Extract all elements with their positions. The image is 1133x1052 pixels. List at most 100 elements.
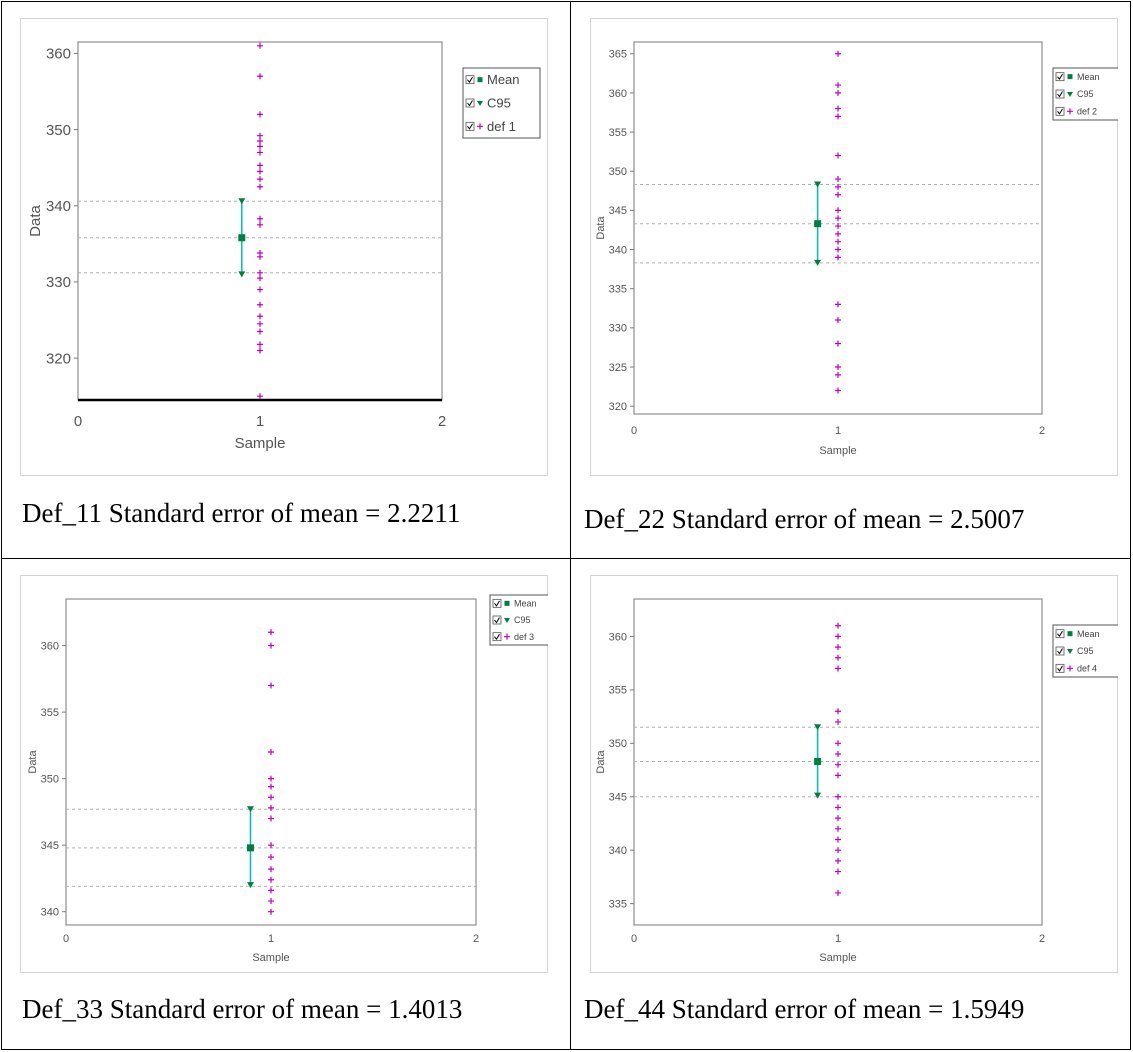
data-point bbox=[835, 230, 841, 237]
data-point bbox=[257, 176, 263, 183]
legend-label: C95 bbox=[1077, 646, 1094, 656]
x-tick-label: 1 bbox=[256, 413, 264, 430]
legend-checkmark-icon bbox=[494, 600, 500, 607]
data-point bbox=[257, 132, 263, 139]
data-point bbox=[268, 815, 274, 822]
data-point bbox=[268, 749, 274, 756]
y-tick-label: 340 bbox=[46, 198, 71, 215]
data-point bbox=[257, 183, 263, 190]
data-point bbox=[257, 275, 263, 282]
mean-marker bbox=[247, 844, 254, 852]
data-point bbox=[268, 876, 274, 883]
x-tick-label: 2 bbox=[1039, 933, 1045, 945]
data-point bbox=[268, 908, 274, 915]
legend-label: Mean bbox=[1077, 629, 1100, 639]
caption-def-11: Def_11 Standard error of mean = 2.2211 bbox=[22, 498, 461, 528]
legend-checkmark-icon bbox=[494, 617, 500, 624]
ci95-upper-marker bbox=[238, 198, 246, 205]
data-point bbox=[257, 313, 263, 320]
y-tick-label: 345 bbox=[609, 792, 627, 804]
y-tick-label: 355 bbox=[41, 707, 59, 719]
y-tick-label: 355 bbox=[609, 127, 627, 139]
data-point bbox=[835, 223, 841, 230]
y-tick-label: 325 bbox=[609, 362, 627, 374]
data-point bbox=[835, 113, 841, 120]
data-point bbox=[268, 682, 274, 689]
data-point bbox=[257, 269, 263, 276]
legend-checkmark-icon bbox=[467, 100, 473, 107]
data-point bbox=[268, 783, 274, 790]
data-point bbox=[268, 842, 274, 849]
y-tick-label: 355 bbox=[609, 685, 627, 697]
y-tick-label: 350 bbox=[46, 122, 71, 139]
data-point bbox=[257, 149, 263, 156]
data-point bbox=[835, 815, 841, 822]
legend-mean-swatch bbox=[1067, 74, 1073, 80]
data-point bbox=[257, 162, 263, 169]
y-axis-label: Data bbox=[27, 750, 39, 774]
data-point bbox=[257, 215, 263, 222]
ci95-lower-marker bbox=[247, 882, 254, 889]
legend-checkbox-icon bbox=[492, 632, 502, 642]
data-point bbox=[257, 249, 263, 256]
legend-box bbox=[462, 67, 541, 139]
y-tick-label: 320 bbox=[609, 401, 627, 413]
data-point bbox=[835, 176, 841, 183]
data-point bbox=[257, 143, 263, 150]
legend-points-swatch bbox=[1067, 665, 1073, 672]
legend-points-swatch bbox=[1067, 108, 1073, 115]
ci95-upper-marker bbox=[814, 181, 822, 188]
table-vertical-divider bbox=[570, 2, 571, 1049]
data-point bbox=[835, 89, 841, 96]
legend-points-swatch bbox=[504, 633, 510, 640]
y-tick-label: 345 bbox=[609, 205, 627, 217]
legend-checkmark-icon bbox=[1057, 648, 1063, 655]
y-axis-label: Data bbox=[595, 216, 607, 240]
data-point bbox=[835, 364, 841, 371]
legend-checkmark-icon bbox=[1057, 91, 1063, 98]
legend-checkmark-icon bbox=[494, 633, 500, 641]
legend-checkmark-icon bbox=[1057, 108, 1063, 115]
ci95-lower-marker bbox=[814, 259, 822, 266]
legend-checkbox-icon bbox=[492, 615, 502, 625]
data-point bbox=[835, 371, 841, 378]
data-point bbox=[268, 629, 274, 636]
y-tick-label: 360 bbox=[609, 88, 627, 100]
data-point bbox=[835, 718, 841, 725]
y-tick-label: 340 bbox=[41, 907, 59, 919]
data-point bbox=[268, 898, 274, 905]
x-tick-label: 2 bbox=[473, 933, 479, 945]
data-point bbox=[257, 393, 263, 400]
data-point bbox=[835, 207, 841, 214]
data-point bbox=[268, 775, 274, 782]
y-tick-label: 330 bbox=[609, 323, 627, 335]
legend-checkbox-icon bbox=[1055, 72, 1065, 82]
data-point bbox=[835, 654, 841, 661]
data-point bbox=[257, 111, 263, 118]
data-point bbox=[835, 301, 841, 308]
legend-checkbox-icon bbox=[1055, 629, 1065, 639]
chart-def-3-svg: 340 345 350 355 360 0 1 2 Sample Data Mean C95 def 3 bbox=[20, 575, 548, 973]
data-point bbox=[835, 772, 841, 779]
data-point bbox=[835, 215, 841, 222]
ci95-lower-marker bbox=[238, 271, 246, 278]
legend-checkbox-icon bbox=[465, 75, 475, 85]
legend-checkmark-icon bbox=[467, 76, 473, 84]
data-point bbox=[835, 183, 841, 190]
y-tick-label: 335 bbox=[609, 284, 627, 296]
y-tick-label: 340 bbox=[609, 244, 627, 256]
y-tick-label: 345 bbox=[41, 840, 59, 852]
data-point bbox=[835, 761, 841, 768]
data-point bbox=[835, 857, 841, 864]
legend-label: C95 bbox=[487, 96, 511, 111]
data-point bbox=[257, 221, 263, 228]
data-point bbox=[257, 138, 263, 145]
data-point bbox=[835, 836, 841, 843]
chart-def-4-svg: 335 340 345 350 355 360 0 1 2 Sample Data Mean C95 de… bbox=[590, 575, 1118, 973]
legend-checkbox-icon bbox=[1055, 106, 1065, 116]
data-point bbox=[268, 887, 274, 894]
data-point bbox=[268, 794, 274, 801]
chart-def-1-svg: 320 330 340 350 360 0 1 2 Sample Data Mean C95 def 1 bbox=[20, 18, 548, 476]
legend-label: Mean bbox=[514, 598, 537, 608]
